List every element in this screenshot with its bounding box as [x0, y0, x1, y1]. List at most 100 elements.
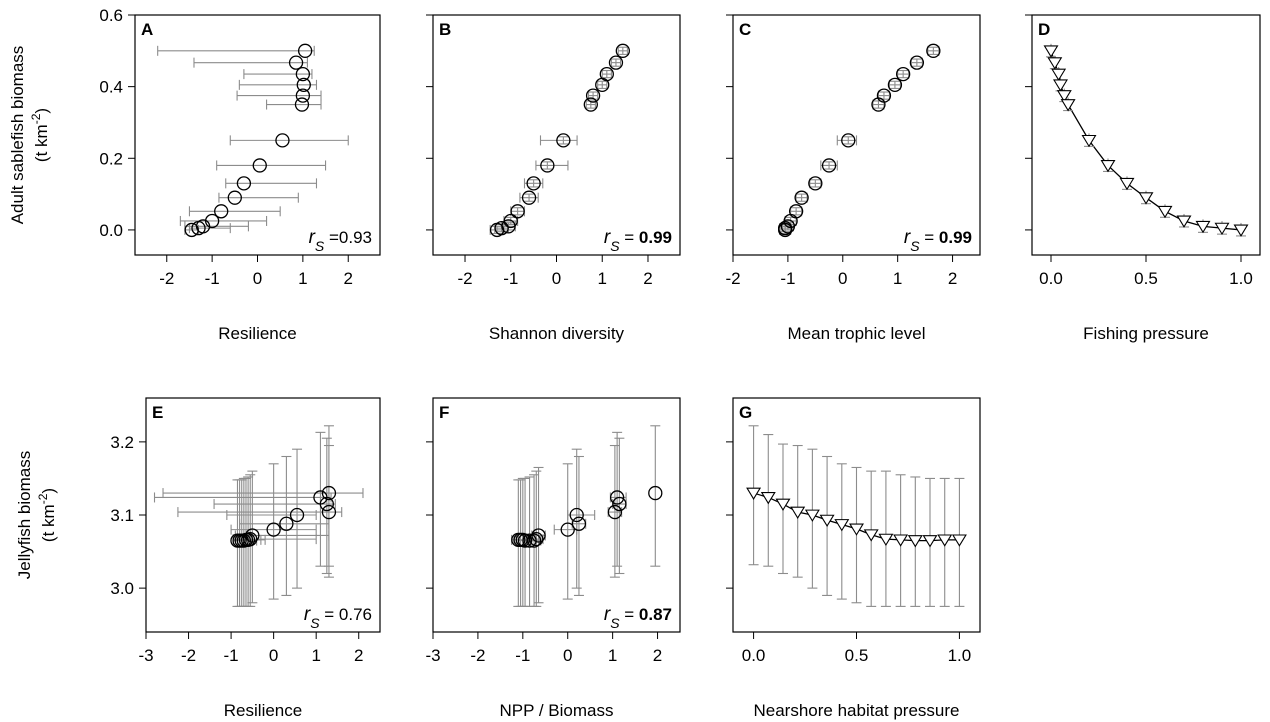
x-tick-label: 1	[608, 646, 617, 665]
x-tick-label: 0.0	[1039, 269, 1063, 288]
x-tick-label: -3	[138, 646, 153, 665]
data-point	[922, 535, 938, 548]
x-tick-label: 0.0	[742, 646, 766, 665]
data-point	[510, 204, 525, 219]
data-point	[1233, 224, 1249, 237]
data-point	[297, 43, 313, 58]
data-point	[907, 535, 923, 548]
x-tick-label: 2	[948, 269, 957, 288]
data-point	[569, 507, 584, 523]
data-point	[1053, 79, 1068, 92]
panel-b: -2 -1 0 1 2 Shannon diversity BrS = 0.99	[426, 14, 681, 343]
panel-label: C	[739, 20, 751, 39]
y-tick-label: 0.4	[99, 78, 123, 97]
data-point	[585, 88, 601, 103]
correlation-annotation: rS = 0.87	[604, 604, 672, 631]
data-point	[560, 522, 575, 537]
data-point	[1081, 134, 1097, 148]
data-point	[1056, 90, 1072, 103]
data-point	[841, 133, 856, 148]
x-tick-label: 0	[253, 269, 262, 288]
x-tick-label: -2	[159, 269, 174, 288]
correlation-annotation: rS = 0.99	[904, 227, 972, 254]
data-point	[321, 504, 337, 520]
x-tick-label: -1	[503, 269, 518, 288]
data-point	[821, 158, 837, 173]
y-axis-unit: (t km-2)	[36, 488, 58, 542]
x-axis-title: Shannon diversity	[489, 324, 625, 343]
x-axis-title: Resilience	[224, 701, 302, 720]
data-point	[540, 158, 555, 173]
x-tick-label: 1	[298, 269, 307, 288]
data-point	[230, 533, 245, 548]
x-tick-label: -1	[205, 269, 220, 288]
x-tick-label: -2	[470, 646, 485, 665]
panel-label: D	[1038, 20, 1050, 39]
data-point	[556, 133, 571, 148]
data-point	[909, 55, 925, 70]
x-tick-label: 2	[653, 646, 662, 665]
x-tick-label: 0	[838, 269, 847, 288]
plot-frame	[732, 14, 981, 256]
data-point	[780, 219, 796, 234]
x-tick-label: 0.5	[845, 646, 869, 665]
x-tick-label: 0.5	[1134, 269, 1158, 288]
correlation-annotation: rS =0.93	[309, 227, 372, 254]
x-tick-label: -3	[425, 646, 440, 665]
x-axis-title: NPP / Biomass	[499, 701, 613, 720]
data-point	[1047, 57, 1063, 70]
data-point	[275, 133, 290, 148]
data-point	[191, 220, 206, 236]
data-point	[609, 490, 625, 505]
data-point	[288, 55, 304, 70]
y-axis-title: Adult sablefish biomass	[8, 46, 27, 225]
data-point	[808, 176, 823, 191]
y-tick-label: 0.2	[99, 149, 123, 168]
panel-f: -3 -2 -1 0 1 2 NPP / Biomass FrS = 0.87	[425, 397, 681, 720]
x-tick-label: -2	[725, 269, 740, 288]
data-point	[648, 485, 663, 501]
panel-a: -2 -1 0 1 2 0.0 0.2 0.4 0.6 Resilience Adult sable…	[8, 6, 381, 343]
data-point	[522, 533, 537, 548]
y-tick-label: 3.0	[110, 579, 134, 598]
data-point	[951, 534, 967, 547]
data-point	[893, 534, 909, 547]
data-point	[289, 507, 305, 523]
data-point	[746, 487, 762, 500]
data-point	[184, 222, 199, 238]
y-tick-label: 0.6	[99, 6, 123, 25]
data-point	[1176, 215, 1192, 228]
data-point	[252, 158, 267, 173]
data-point	[878, 533, 894, 547]
data-point	[937, 534, 953, 547]
x-axis-title: Nearshore habitat pressure	[753, 701, 959, 720]
data-point	[1100, 160, 1116, 173]
data-point	[236, 176, 252, 191]
y-axis-title: Jellyfish biomass	[15, 451, 34, 580]
y-tick-label: 3.1	[110, 506, 134, 525]
plot-frame	[432, 397, 681, 633]
correlation-annotation: rS = 0.99	[604, 227, 672, 254]
data-point	[1043, 45, 1059, 58]
data-point	[583, 97, 598, 112]
data-point	[489, 222, 505, 238]
data-point	[607, 504, 623, 520]
data-point	[926, 43, 941, 58]
x-tick-label: 1.0	[1229, 269, 1253, 288]
x-tick-label: 1	[893, 269, 902, 288]
data-point	[849, 523, 864, 536]
data-point	[804, 509, 820, 522]
y-axis-unit: (t km-2)	[29, 108, 51, 162]
data-point	[1060, 99, 1076, 112]
data-point	[608, 55, 624, 70]
data-point	[819, 514, 835, 528]
x-tick-label: -2	[457, 269, 472, 288]
data-point	[511, 532, 526, 548]
data-point	[871, 97, 886, 112]
data-point	[295, 88, 311, 103]
x-tick-label: -1	[515, 646, 530, 665]
x-tick-label: 0	[563, 646, 572, 665]
data-point	[571, 516, 587, 531]
panel-label: E	[152, 403, 163, 422]
panel-label: B	[439, 20, 451, 39]
